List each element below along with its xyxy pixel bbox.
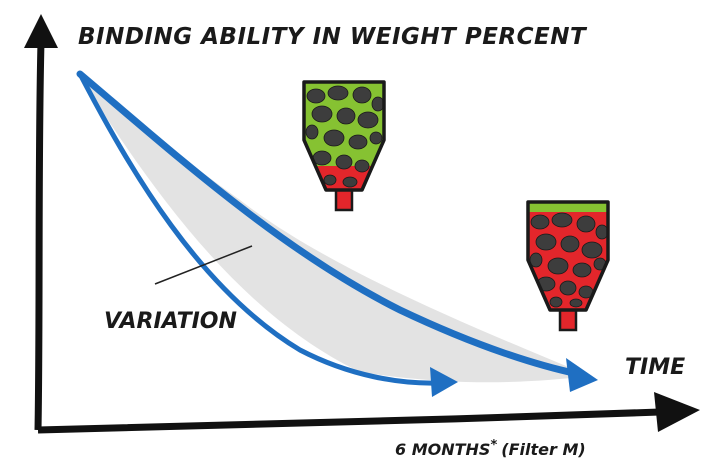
y-axis-label: BINDING ABILITY IN WEIGHT PERCENT: [78, 24, 588, 50]
x-axis-label: TIME: [625, 355, 685, 380]
variation-band: [78, 74, 590, 383]
x-axis-arrowhead: [654, 392, 700, 432]
y-axis: [34, 41, 45, 431]
time-marker-note: (Filter M): [501, 440, 585, 459]
upper-curve-arrowhead: [566, 358, 598, 392]
x-axis: [37, 408, 661, 434]
lower-curve-arrowhead: [430, 367, 458, 397]
upper-decline-curve: [76, 70, 582, 378]
variation-label: VARIATION: [104, 309, 237, 334]
lower-decline-curve: [77, 71, 441, 386]
time-marker-label: 6 MONTHS* (Filter M): [395, 438, 586, 459]
filter-cartridge-spent-icon: [526, 200, 610, 332]
y-axis-arrowhead: [24, 14, 58, 48]
filter-cartridge-fresh-icon: [302, 80, 386, 212]
variation-pointer-line: [154, 245, 253, 285]
time-marker-months: 6 MONTHS: [395, 440, 490, 459]
time-marker-footnote: *: [490, 438, 497, 453]
